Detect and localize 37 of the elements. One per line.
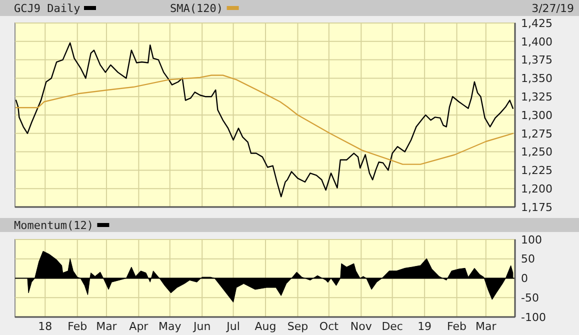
y-tick-label: 1,300 <box>521 108 552 122</box>
line-series <box>15 74 514 165</box>
y-tick-label: -50 <box>521 291 539 304</box>
y-tick-label: 50 <box>521 252 535 266</box>
text: 3/27/19 <box>532 2 574 15</box>
y-tick-label: 1,350 <box>521 72 552 86</box>
y-tick-label: 1,325 <box>521 90 552 104</box>
x-tick-label: May <box>158 320 182 333</box>
x-tick-label: Sep <box>287 320 308 333</box>
legend-label: Momentum(12) <box>14 218 94 232</box>
x-tick-label: Feb <box>447 320 467 333</box>
x-tick-label: Mar <box>476 320 497 333</box>
x-tick-label: Dec <box>382 320 403 333</box>
legend-label: GCJ9 Daily <box>14 2 81 15</box>
x-tick-label: Feb <box>68 320 88 333</box>
x-tick-label: Jul <box>226 320 240 333</box>
x-tick-label: Mar <box>96 320 118 333</box>
x-tick-label: Nov <box>350 320 372 333</box>
y-tick-label: 0 <box>521 272 528 286</box>
y-tick-label: 1,400 <box>521 35 552 48</box>
x-tick-label: 18 <box>38 320 52 333</box>
x-tick-label: Aug <box>254 320 276 333</box>
y-tick-label: 1,425 <box>521 16 552 30</box>
x-tick-label: Oct <box>319 320 340 333</box>
legend-label: SMA(120) <box>170 2 223 15</box>
x-tick-label: Apr <box>129 320 149 333</box>
y-tick-label: 100 <box>521 233 542 246</box>
x-tick-label: 19 <box>418 320 432 333</box>
y-tick-label: -100 <box>521 310 546 324</box>
x-tick-label: Jun <box>192 320 211 333</box>
line-series <box>15 42 514 198</box>
y-tick-label: 1,375 <box>521 54 552 67</box>
y-tick-label: 1,200 <box>521 182 552 196</box>
y-tick-label: 1,250 <box>521 146 552 159</box>
y-tick-label: 1,225 <box>521 164 552 178</box>
y-tick-label: 1,175 <box>521 200 552 214</box>
y-tick-label: 1,275 <box>521 127 552 140</box>
